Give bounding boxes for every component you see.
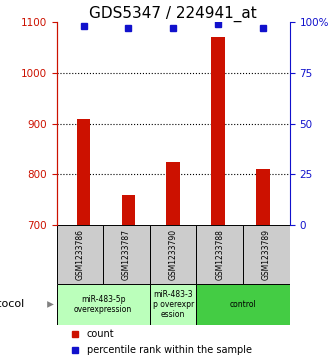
Bar — [166, 162, 180, 225]
Text: GSM1233790: GSM1233790 — [168, 229, 178, 281]
Text: miR-483-5p
overexpression: miR-483-5p overexpression — [74, 295, 132, 314]
Bar — [77, 118, 90, 225]
Text: count: count — [87, 329, 115, 339]
Bar — [243, 225, 290, 284]
Bar — [57, 225, 103, 284]
Text: GSM1233787: GSM1233787 — [122, 229, 131, 280]
Bar — [256, 170, 269, 225]
Bar — [150, 284, 196, 325]
Bar — [211, 37, 225, 225]
Bar — [196, 225, 243, 284]
Bar — [150, 225, 196, 284]
Text: control: control — [230, 300, 256, 309]
Bar — [57, 284, 150, 325]
Text: GSM1233786: GSM1233786 — [75, 229, 85, 280]
Bar — [122, 195, 135, 225]
Text: protocol: protocol — [0, 299, 24, 309]
Bar — [103, 225, 150, 284]
Bar — [196, 284, 290, 325]
Text: percentile rank within the sample: percentile rank within the sample — [87, 344, 252, 355]
Text: GSM1233788: GSM1233788 — [215, 229, 224, 280]
Text: miR-483-3
p overexpr
ession: miR-483-3 p overexpr ession — [153, 290, 194, 319]
Title: GDS5347 / 224941_at: GDS5347 / 224941_at — [89, 5, 257, 22]
Text: GSM1233789: GSM1233789 — [262, 229, 271, 280]
